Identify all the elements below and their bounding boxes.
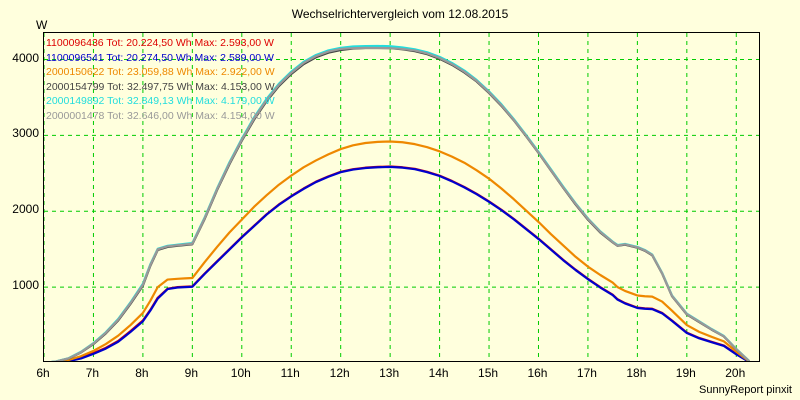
series-line-2000154799: [51, 46, 750, 361]
watermark-label: SunnyReport pinxit: [699, 384, 792, 396]
x-axis-tick-label: 8h: [135, 366, 149, 380]
y-axis-unit-label: W: [36, 18, 48, 32]
x-axis-tick-label: 19h: [675, 366, 696, 380]
x-axis-tick-label: 18h: [626, 366, 647, 380]
x-axis-tick-label: 10h: [230, 366, 251, 380]
series-line-2000149892: [50, 44, 750, 361]
series-line-2000150622: [56, 140, 750, 361]
series-line-1100096541: [59, 165, 750, 361]
x-axis-tick-label: 12h: [329, 366, 350, 380]
x-axis-tick-label: 13h: [379, 366, 400, 380]
x-axis-tick-label: 17h: [576, 366, 597, 380]
chart-canvas: [44, 33, 759, 361]
x-axis-tick-label: 15h: [478, 366, 499, 380]
y-axis-tick-label: 1000: [12, 278, 39, 293]
x-axis-tick-label: 20h: [725, 366, 746, 380]
x-axis-tick-label: 11h: [280, 366, 300, 380]
y-axis-tick-label: 4000: [12, 50, 39, 65]
y-axis-tick-label: 3000: [12, 126, 39, 141]
page-title: Wechselrichtervergleich vom 12.08.2015: [291, 7, 509, 21]
x-axis-tick-label: 7h: [85, 366, 100, 380]
x-axis-tick-label: 9h: [184, 366, 199, 380]
y-axis-tick-label: 2000: [12, 202, 39, 217]
series-group: [50, 44, 750, 361]
x-axis-tick-label: 14h: [428, 366, 449, 380]
series-line-2000001478: [50, 46, 750, 361]
x-axis-tick-label: 16h: [527, 366, 548, 380]
x-axis-tick-label: 6h: [36, 366, 50, 380]
gridlines: [44, 33, 759, 361]
plot-area: [43, 32, 760, 362]
